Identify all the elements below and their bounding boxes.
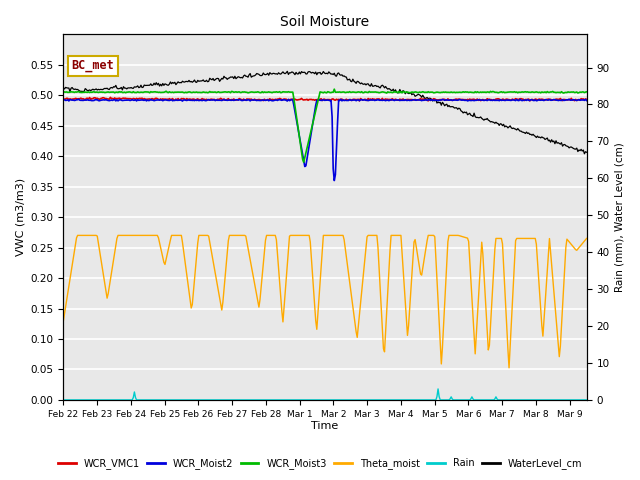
X-axis label: Time: Time [312,421,339,432]
Y-axis label: Rain (mm), Water Level (cm): Rain (mm), Water Level (cm) [615,142,625,292]
Legend: WCR_VMC1, WCR_Moist2, WCR_Moist3, Theta_moist, Rain, WaterLevel_cm: WCR_VMC1, WCR_Moist2, WCR_Moist3, Theta_… [54,454,586,473]
Text: BC_met: BC_met [71,60,114,72]
Y-axis label: VWC (m3/m3): VWC (m3/m3) [15,178,25,256]
Title: Soil Moisture: Soil Moisture [280,15,369,29]
